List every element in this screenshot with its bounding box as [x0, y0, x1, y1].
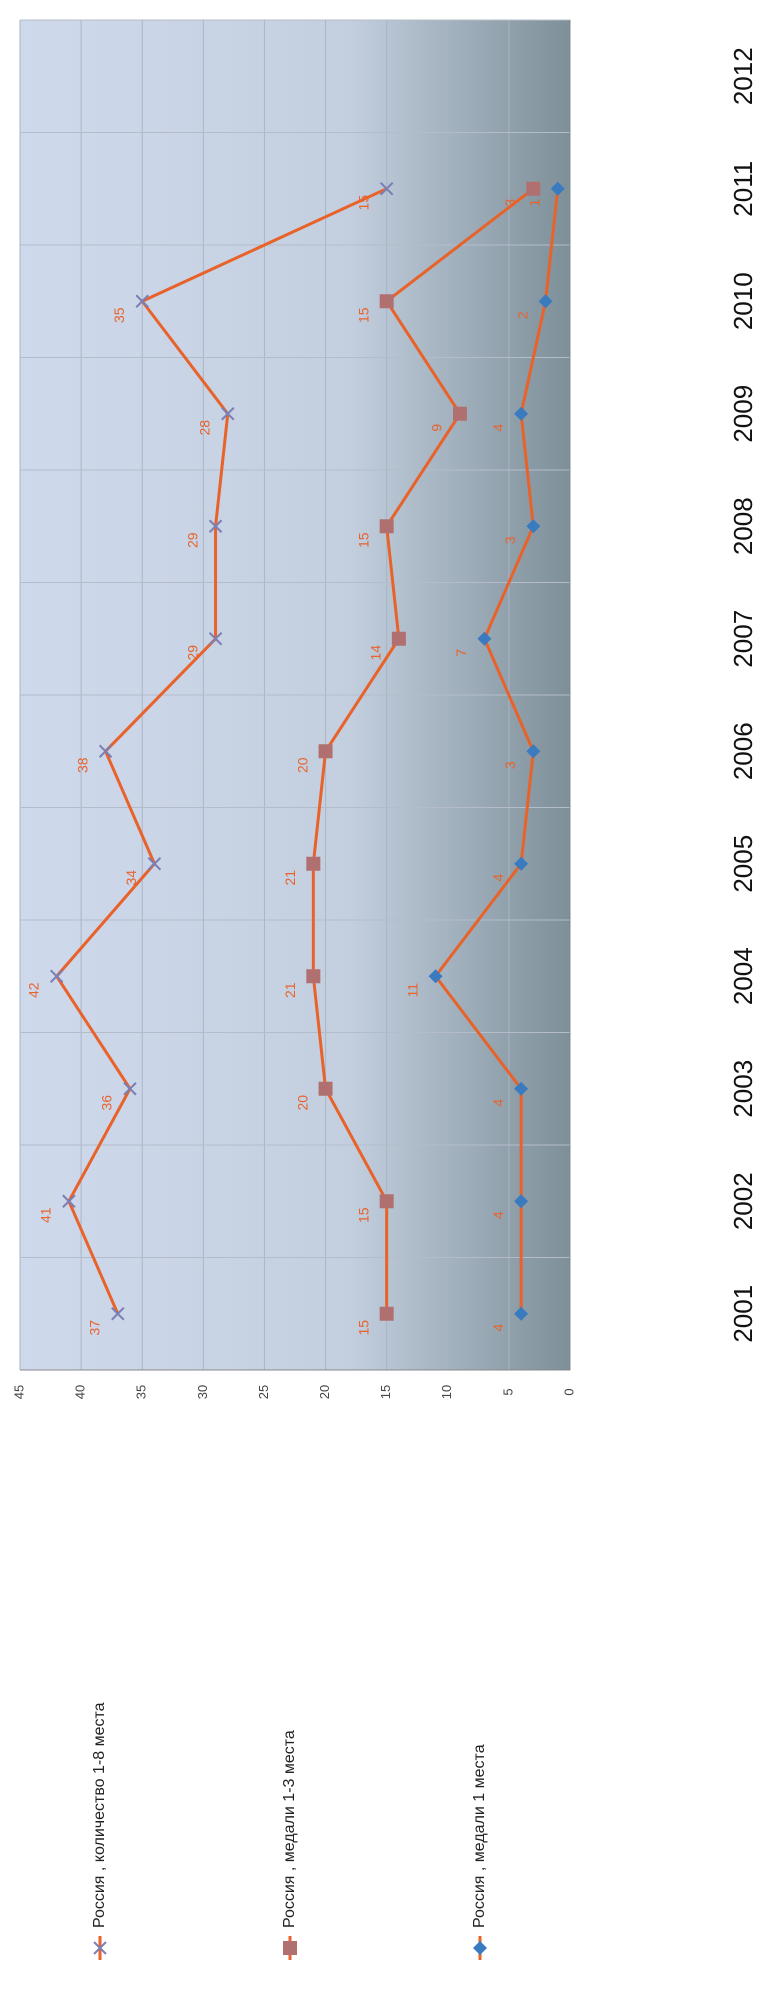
- data-label: 20: [294, 757, 310, 773]
- data-label: 15: [355, 195, 371, 211]
- marker: [49, 969, 64, 983]
- marker: [208, 632, 223, 646]
- data-label: 20: [294, 1095, 310, 1111]
- data-label: 35: [111, 307, 127, 323]
- data-label: 15: [355, 1320, 371, 1336]
- data-label: 34: [123, 870, 139, 886]
- legend-label: Россия , количество 1-8 места: [91, 1702, 108, 1928]
- y-tick-label: 20: [317, 1385, 332, 1399]
- data-label: 14: [368, 645, 384, 661]
- marker: [306, 856, 321, 871]
- x-tick-label: 2006: [728, 722, 758, 780]
- data-label: 4: [490, 424, 506, 432]
- x-tick-label: 2001: [728, 1285, 758, 1343]
- x-tick-label: 2005: [728, 835, 758, 893]
- marker: [514, 856, 529, 871]
- marker: [318, 744, 333, 759]
- data-label: 4: [490, 874, 506, 882]
- x-tick-label: 2004: [728, 947, 758, 1005]
- marker: [283, 1941, 297, 1955]
- marker: [473, 1941, 487, 1955]
- data-label: 29: [184, 532, 200, 548]
- marker: [526, 181, 541, 196]
- y-tick-label: 45: [11, 1385, 26, 1399]
- marker: [379, 1194, 394, 1209]
- data-label: 4: [490, 1211, 506, 1219]
- marker: [477, 631, 492, 646]
- marker: [221, 407, 235, 421]
- data-label: 7: [453, 649, 469, 657]
- data-label: 28: [196, 420, 212, 436]
- marker: [98, 744, 113, 758]
- x-tick-label: 2010: [728, 272, 758, 330]
- legend-label: Россия , медали 1-3 места: [281, 1730, 298, 1928]
- marker: [514, 406, 529, 421]
- data-label: 3: [502, 199, 518, 207]
- y-tick-label: 30: [195, 1385, 210, 1399]
- marker: [550, 181, 565, 196]
- data-label: 15: [355, 307, 371, 323]
- data-label: 11: [404, 983, 420, 998]
- marker: [379, 519, 394, 534]
- data-label: 29: [184, 645, 200, 661]
- data-label: 15: [355, 532, 371, 548]
- y-tick-label: 15: [378, 1385, 393, 1399]
- marker: [93, 1941, 107, 1955]
- x-tick-label: 2003: [728, 1060, 758, 1118]
- y-tick-label: 10: [439, 1385, 454, 1399]
- y-tick-label: 35: [134, 1385, 149, 1399]
- marker: [379, 294, 394, 309]
- marker: [526, 519, 541, 534]
- x-tick-label: 2007: [728, 610, 758, 668]
- marker: [62, 1194, 76, 1208]
- data-label: 37: [86, 1320, 102, 1336]
- x-tick-label: 2012: [728, 47, 758, 105]
- marker: [453, 406, 467, 421]
- data-label: 3: [502, 536, 518, 544]
- marker: [514, 1306, 529, 1321]
- data-label: 41: [38, 1207, 54, 1223]
- marker: [428, 969, 443, 984]
- data-label: 3: [502, 761, 518, 769]
- marker: [318, 1081, 333, 1096]
- x-tick-label: 2002: [728, 1172, 758, 1230]
- legend-label: Россия , медали 1 места: [471, 1744, 488, 1928]
- marker: [538, 294, 553, 309]
- y-tick-label: 25: [256, 1385, 271, 1399]
- x-tick-label: 2009: [728, 385, 758, 443]
- marker: [147, 857, 162, 871]
- data-label: 4: [490, 1324, 506, 1332]
- marker: [208, 519, 223, 533]
- data-label: 1: [526, 199, 542, 207]
- data-label: 38: [74, 757, 90, 773]
- y-tick-label: 5: [500, 1388, 515, 1395]
- data-label: 9: [429, 424, 445, 432]
- marker: [379, 182, 394, 196]
- marker: [514, 1194, 529, 1209]
- marker: [526, 744, 541, 759]
- data-label: 21: [282, 982, 298, 998]
- marker: [379, 1306, 394, 1321]
- data-label: 15: [355, 1207, 371, 1223]
- data-label: 36: [99, 1095, 115, 1111]
- marker: [306, 969, 321, 984]
- data-label: 21: [282, 870, 298, 886]
- data-label: 4: [490, 1099, 506, 1107]
- marker: [514, 1081, 529, 1096]
- y-tick-label: 0: [561, 1388, 576, 1395]
- marker: [123, 1082, 137, 1096]
- y-tick-label: 40: [73, 1385, 88, 1399]
- x-tick-label: 2008: [728, 497, 758, 555]
- marker: [391, 631, 406, 646]
- marker: [135, 294, 149, 308]
- data-label: 42: [25, 982, 41, 998]
- marker: [111, 1307, 125, 1321]
- x-tick-label: 2011: [728, 161, 758, 217]
- data-label: 2: [514, 311, 530, 319]
